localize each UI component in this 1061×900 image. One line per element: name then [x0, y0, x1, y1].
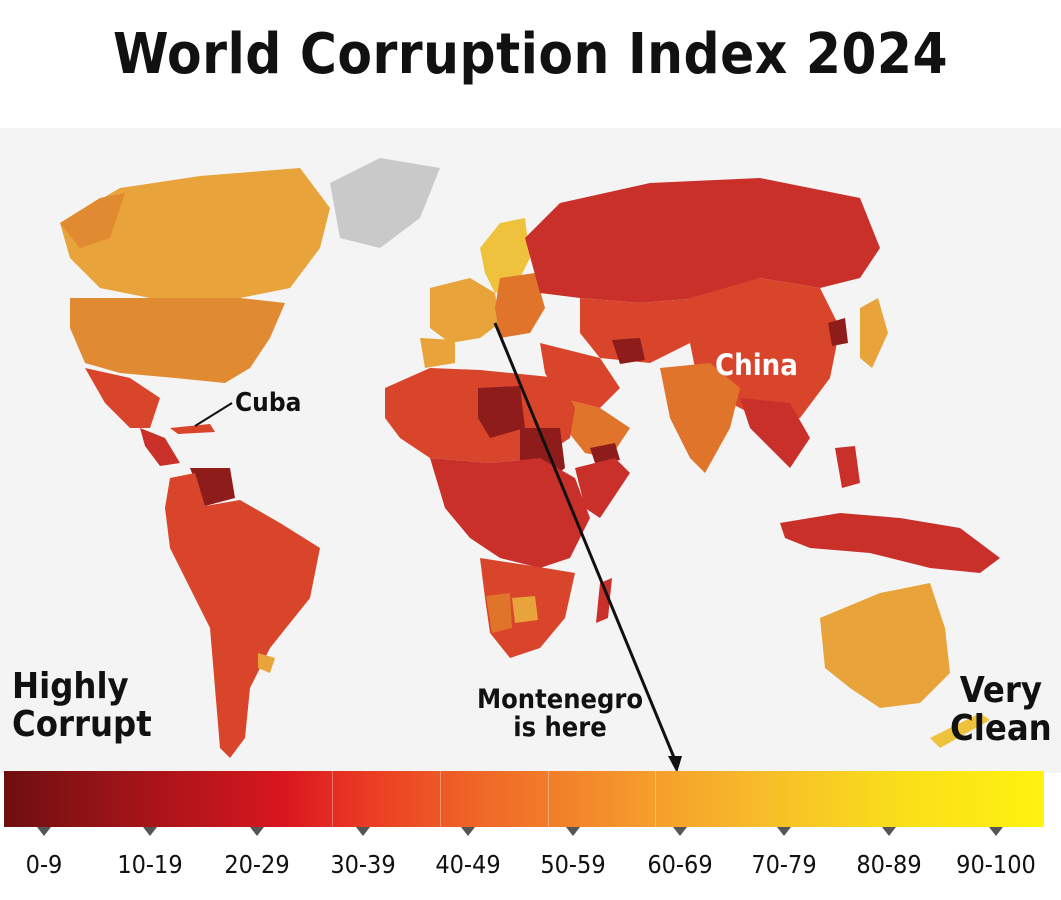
scale-divider — [548, 771, 549, 827]
very-clean-line1: Very — [959, 670, 1042, 711]
scale-range-label: 50-59 — [540, 850, 606, 879]
scale-range-label: 30-39 — [330, 850, 396, 879]
world-map — [0, 128, 1061, 773]
libya — [478, 386, 525, 438]
uruguay — [258, 653, 275, 673]
page-title: World Corruption Index 2024 — [112, 22, 949, 87]
scale-tick — [37, 827, 51, 836]
scale-tick — [250, 827, 264, 836]
montenegro-line2: is here — [513, 712, 607, 744]
scale-tick — [673, 827, 687, 836]
russia — [525, 178, 880, 303]
highly-corrupt-label: Highly Corrupt — [12, 668, 152, 744]
scale-tick — [461, 827, 475, 836]
iberia — [420, 338, 455, 368]
scale-range-label: 40-49 — [435, 850, 501, 879]
south-america — [165, 473, 320, 758]
indonesia — [780, 513, 1000, 573]
scale-divider — [440, 771, 441, 827]
scale-range-label: 90-100 — [956, 850, 1036, 879]
china-label: China — [715, 348, 798, 382]
greenland — [330, 158, 440, 248]
scale-tick — [356, 827, 370, 836]
afghanistan — [612, 338, 645, 364]
australia — [820, 583, 950, 708]
horn-of-africa — [575, 458, 630, 518]
yemen — [590, 443, 620, 463]
central-asia — [580, 298, 700, 363]
very-clean-label: Very Clean — [950, 672, 1052, 748]
madagascar — [596, 578, 612, 623]
color-scale-bar — [4, 771, 1044, 827]
mexico — [85, 368, 160, 428]
world-map-svg — [0, 128, 1061, 773]
namibia — [486, 593, 512, 633]
canada — [60, 168, 330, 298]
japan — [860, 298, 888, 368]
cuba-shape — [170, 424, 215, 434]
arabia — [560, 398, 630, 458]
usa — [70, 298, 285, 383]
alaska — [60, 193, 125, 248]
southeast-asia — [740, 398, 810, 468]
highly-corrupt-line2: Corrupt — [12, 703, 152, 745]
cuba-label: Cuba — [235, 388, 302, 418]
scale-tick — [989, 827, 1003, 836]
north-korea — [828, 318, 848, 346]
scale-tick — [777, 827, 791, 836]
western-europe — [430, 278, 500, 343]
arrow-head — [668, 756, 682, 773]
india — [660, 363, 740, 473]
central-africa — [430, 458, 590, 568]
new-zealand — [930, 713, 990, 748]
scale-range-label: 0-9 — [25, 850, 63, 879]
scale-divider — [332, 771, 333, 827]
cuba-pointer — [194, 402, 233, 427]
central-america — [140, 428, 180, 466]
montenegro-arrow — [493, 322, 677, 761]
highly-corrupt-line1: Highly — [12, 666, 129, 707]
montenegro-label: Montenegro is here — [470, 684, 650, 744]
scale-range-label: 20-29 — [224, 850, 290, 879]
scale-divider — [655, 771, 656, 827]
scale-tick — [143, 827, 157, 836]
philippines — [835, 446, 860, 488]
eastern-europe — [495, 273, 545, 338]
very-clean-line2: Clean — [950, 707, 1052, 749]
scandinavia — [480, 218, 530, 293]
scale-range-label: 70-79 — [751, 850, 817, 879]
scale-range-label: 10-19 — [117, 850, 183, 879]
botswana — [512, 596, 538, 623]
montenegro-line1: Montenegro — [476, 684, 644, 715]
scale-range-label: 80-89 — [856, 850, 922, 879]
scale-tick — [566, 827, 580, 836]
scale-tick — [882, 827, 896, 836]
scale-range-label: 60-69 — [647, 850, 713, 879]
